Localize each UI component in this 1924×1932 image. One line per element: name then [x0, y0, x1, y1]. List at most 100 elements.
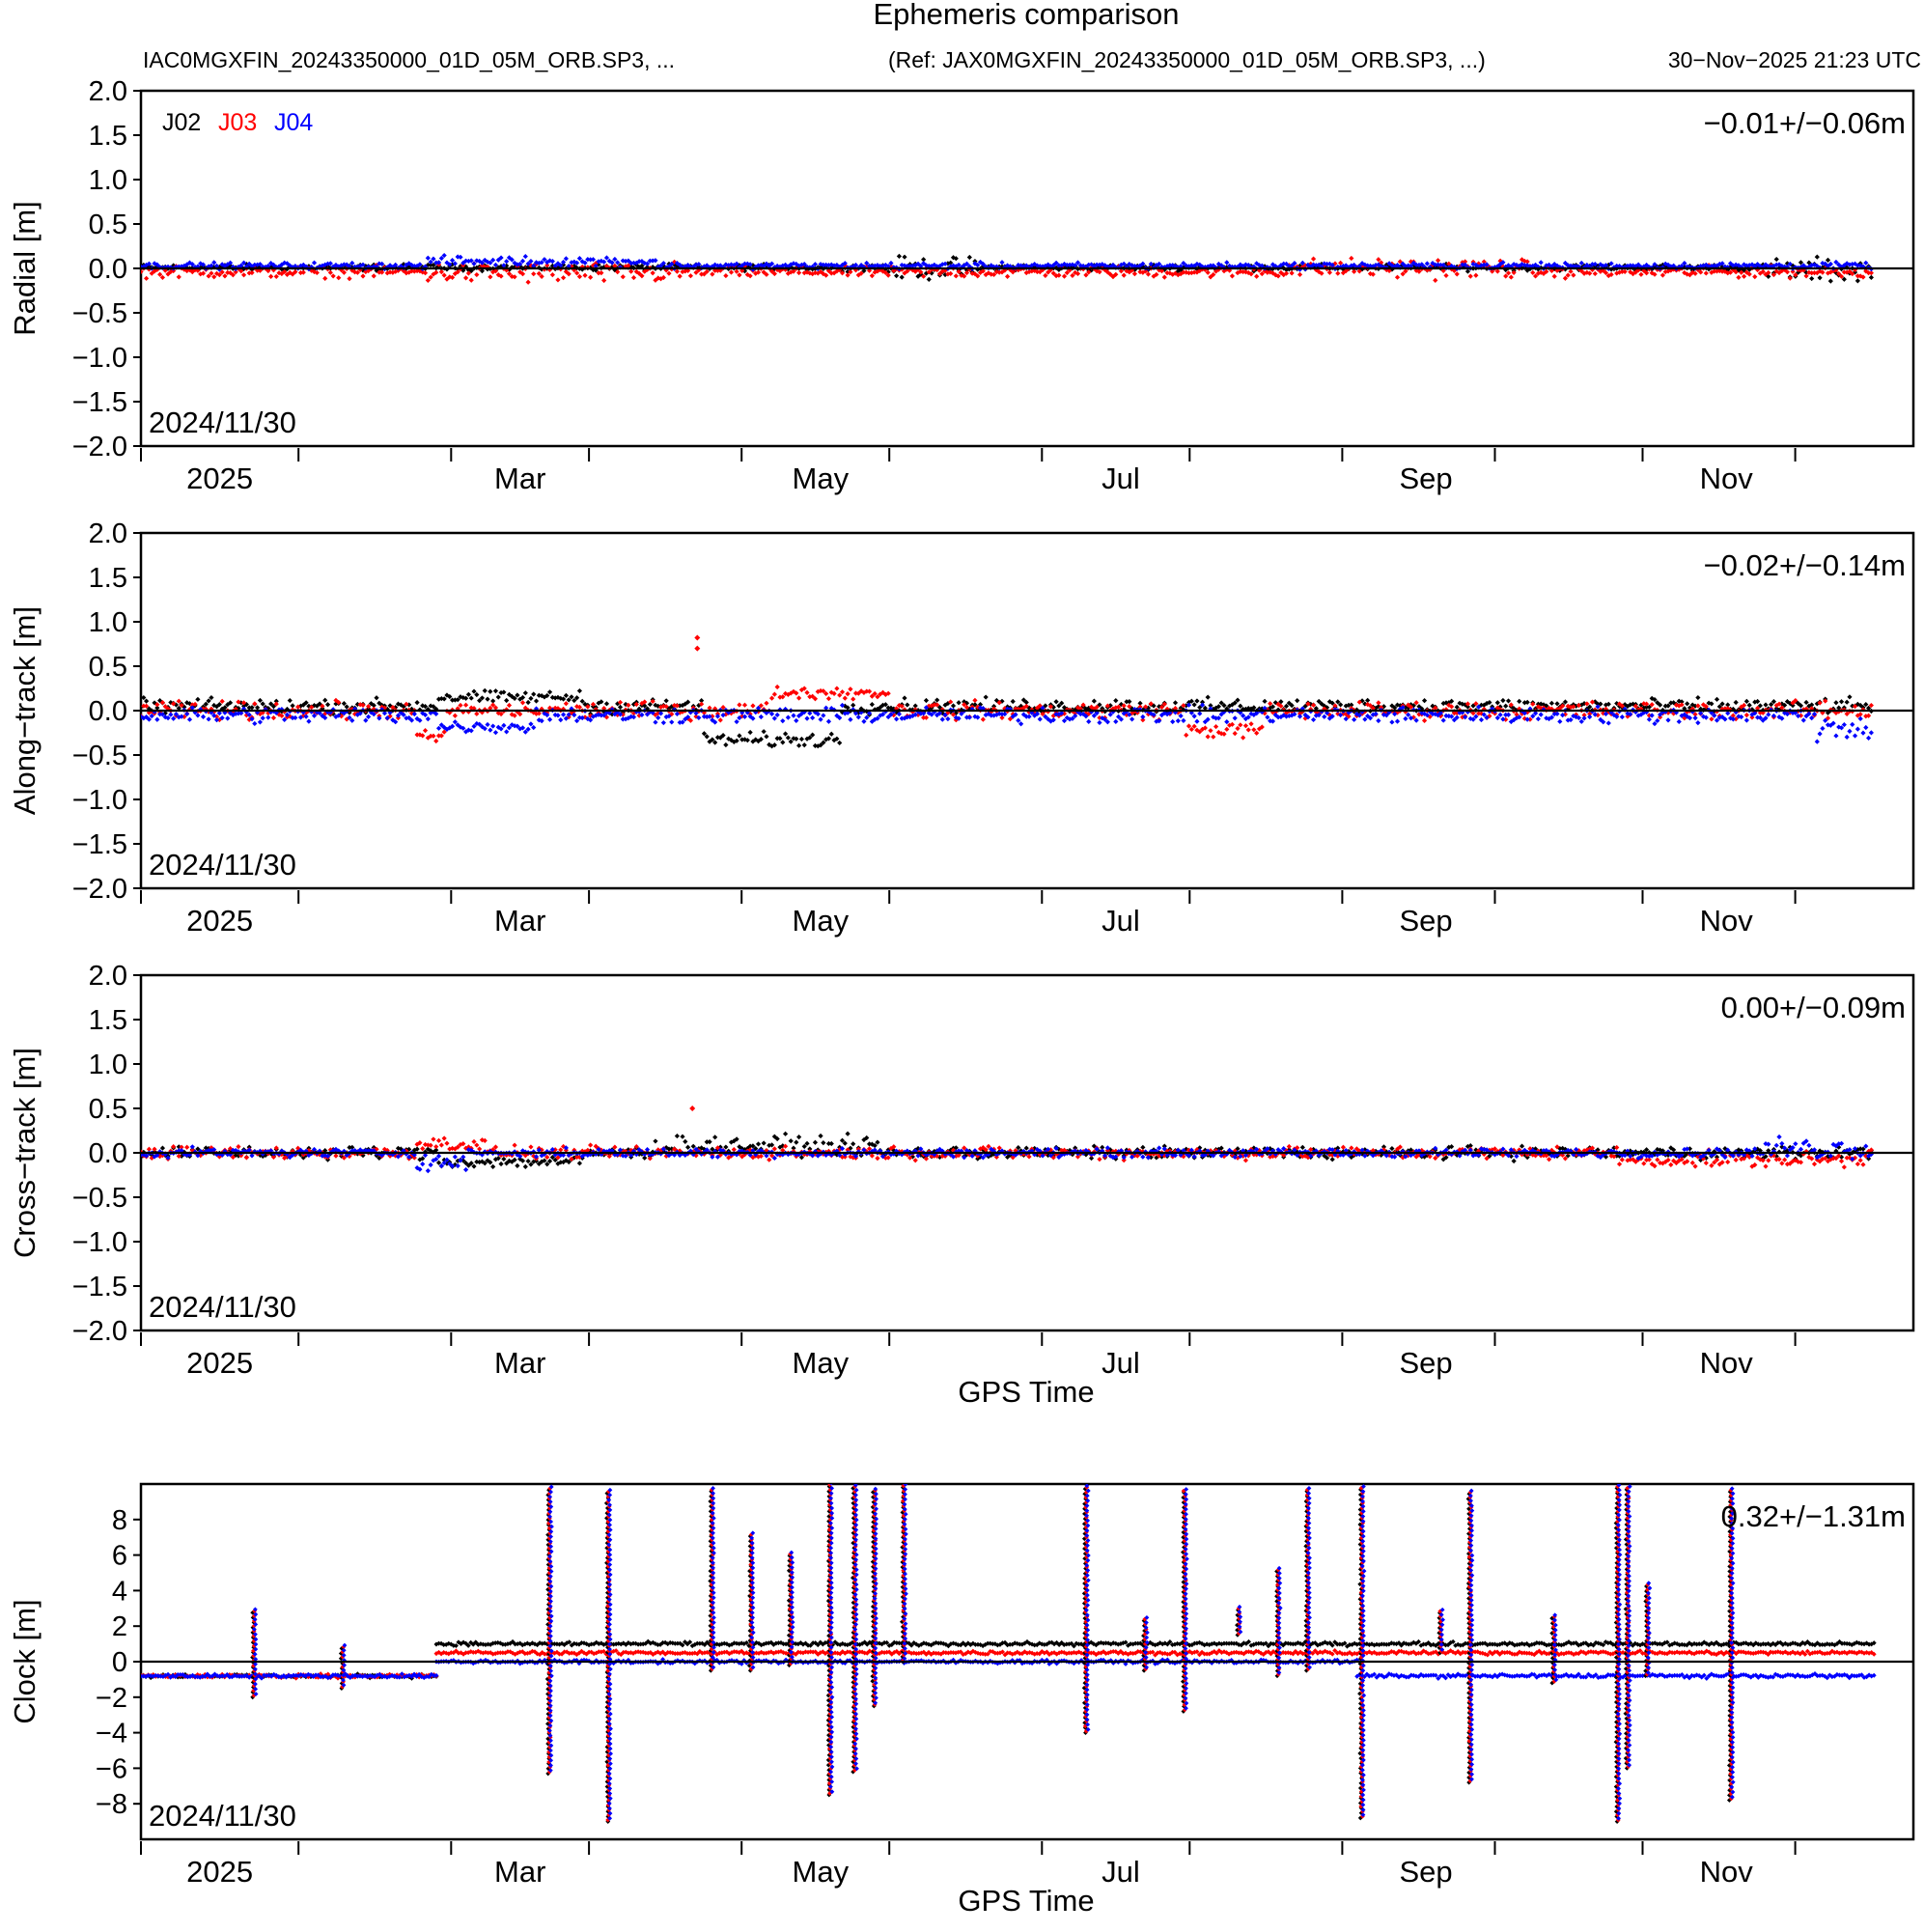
clock-spike [1726, 1486, 1736, 1803]
spike-J02 [1726, 1489, 1734, 1803]
series-J03-points [141, 684, 1874, 744]
radial-stat-label: −0.01+/−0.06m [1704, 106, 1906, 140]
clock-spike [1436, 1607, 1445, 1656]
series-J04-points [141, 1657, 1877, 1681]
spike-J04 [1084, 1484, 1091, 1732]
spike-J03 [709, 1487, 715, 1671]
spike-J03 [1437, 1609, 1444, 1654]
y-tick-label: −2.0 [72, 432, 127, 462]
x-tick-label: 2025 [186, 462, 253, 495]
series-J02-points [141, 1131, 1874, 1170]
y-tick-label: −8 [96, 1789, 127, 1820]
cross-start-date: 2024/11/30 [149, 1290, 296, 1324]
spike-J03 [1358, 1485, 1366, 1819]
clock-spike [786, 1550, 795, 1668]
x-tick-label: Nov [1700, 462, 1754, 495]
y-tick-label: −4 [96, 1719, 127, 1750]
spike-J03 [826, 1484, 834, 1796]
spike-J02 [1303, 1489, 1310, 1673]
spike-J04 [1237, 1604, 1243, 1635]
y-tick-label: −0.5 [72, 298, 127, 329]
clock-spike [1613, 1484, 1623, 1824]
x-tick-label: Nov [1700, 1855, 1754, 1889]
x-tick-label: Jul [1101, 904, 1140, 938]
radial-y-axis-label: Radial [m] [8, 201, 42, 336]
series-J02 [141, 1131, 1874, 1170]
y-tick-label: 1.0 [89, 1050, 127, 1080]
y-tick-label: −1.0 [72, 343, 127, 374]
outlier-point [694, 645, 701, 652]
legend: J02 J03 J04 [162, 109, 313, 136]
x-tick-label: Sep [1400, 904, 1453, 938]
spike-J03 [1466, 1490, 1474, 1783]
clock-spike [1303, 1486, 1312, 1673]
spike-J02 [708, 1489, 714, 1673]
clock-spike [1274, 1565, 1283, 1679]
spike-J02 [1465, 1491, 1472, 1785]
cross-y-axis-label: Cross−track [m] [8, 1048, 42, 1258]
clock-panel: 8 6 4 2 0 −2 −4−6 −8 Clock [m] 2025 Mar May Jul Sep No… [8, 1482, 1915, 1918]
spike-J03 [1142, 1616, 1149, 1671]
x-tick-label: Mar [494, 904, 545, 938]
x-tick-label: 2025 [186, 904, 253, 938]
spike-J04 [789, 1550, 795, 1665]
y-tick-label: −0.5 [72, 1183, 127, 1214]
spike-J04 [1276, 1565, 1283, 1675]
y-tick-label: 1.5 [89, 1005, 127, 1036]
y-tick-label: −2.0 [72, 874, 127, 905]
clock-spike [544, 1484, 554, 1777]
y-tick-label: 0.0 [89, 254, 127, 285]
legend-J03: J03 [218, 109, 257, 136]
spike-J04 [1359, 1484, 1367, 1818]
along-track-panel: 2.0 1.5 1.0 0.5 0.0 −0.5 −1.0 −1.5 −2.0 Along−tra… [8, 518, 1915, 938]
spike-J04 [902, 1484, 908, 1662]
x-tick-label: Mar [494, 462, 545, 495]
y-tick-label: −1.5 [72, 387, 127, 418]
outlier-point [689, 1106, 696, 1111]
along-start-date: 2024/11/30 [149, 848, 296, 882]
spike-J02 [1613, 1486, 1620, 1824]
x-tick-label: Sep [1400, 462, 1453, 495]
x-tick-label: May [793, 462, 850, 495]
spike-J03 [605, 1489, 612, 1823]
y-tick-label: 2 [112, 1611, 127, 1642]
clock-spike [1549, 1612, 1559, 1686]
cross-track-panel: 2.0 1.5 1.0 0.5 0.0 −0.5 −1.0 −1.5 −2.0 Cross−tra… [8, 961, 1915, 1409]
radial-start-date: 2024/11/30 [149, 406, 296, 439]
y-tick-label: 0 [112, 1647, 127, 1678]
spike-J04 [341, 1642, 348, 1688]
clock-spike [338, 1642, 348, 1691]
x-tick-label: 2025 [186, 1346, 253, 1380]
y-tick-label: 0.5 [89, 652, 127, 683]
along-y-axis-label: Along−track [m] [8, 606, 42, 815]
along-stat-label: −0.02+/−0.14m [1704, 548, 1906, 582]
y-tick-label: −1.5 [72, 1272, 127, 1302]
y-tick-label: 0.0 [89, 696, 127, 727]
cross-data-layer [141, 1106, 1874, 1174]
y-tick-label: −2 [96, 1683, 127, 1714]
x-tick-label: Jul [1101, 462, 1140, 495]
clock-spike [899, 1484, 908, 1665]
spike-J02 [1357, 1487, 1364, 1821]
spike-J04 [547, 1484, 554, 1774]
series-J04-points [141, 702, 1874, 744]
y-tick-label: 4 [112, 1576, 127, 1607]
clock-spike [250, 1607, 259, 1700]
x-tick-label: Nov [1700, 904, 1754, 938]
y-tick-label: 1.5 [89, 121, 127, 152]
clock-data-layer [141, 1484, 1877, 1824]
outlier-point [694, 634, 701, 641]
clock-spike [1357, 1484, 1367, 1821]
y-tick-label: −0.5 [72, 741, 127, 771]
spike-J04 [1626, 1484, 1632, 1768]
x-tick-label: Nov [1700, 1346, 1754, 1380]
clock-spike [825, 1484, 835, 1798]
spike-J04 [1615, 1484, 1623, 1821]
y-tick-label: 2.0 [89, 76, 127, 107]
series-J03 [141, 255, 1874, 285]
clock-spike [708, 1486, 716, 1673]
y-tick-label: 2.0 [89, 518, 127, 549]
y-tick-label: 1.0 [89, 607, 127, 638]
y-tick-label: 6 [112, 1541, 127, 1572]
